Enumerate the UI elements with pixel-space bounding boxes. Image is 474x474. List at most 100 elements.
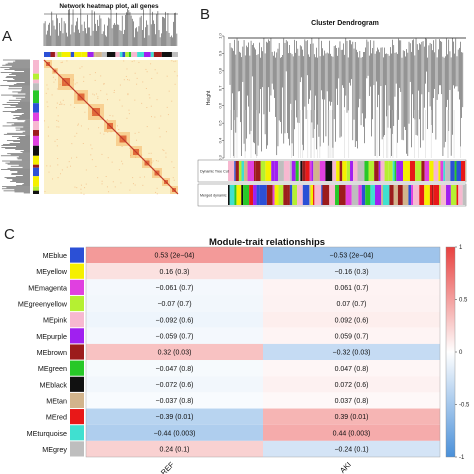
module-label: MEtan [46,396,67,405]
correlation-cell-label: 0.059 (0.7) [335,333,369,340]
module-label: MEblack [39,380,67,389]
correlation-cell-label: −0.059 (0.7) [156,333,194,340]
panel-letter-c: C [4,226,15,243]
correlation-cell-label: −0.037 (0.8) [156,398,194,405]
module-trait-title: Module-trait relationships [208,237,326,248]
module-label: MEgreenyellow [18,300,68,309]
correlation-cell-label: 0.037 (0.8) [335,398,369,405]
module-swatch [70,409,84,425]
colorbar-tick-label: -0.5 [459,403,470,409]
left-module-colorbar [33,60,39,194]
dendrogram-ytick-label: 0.7 [218,85,223,91]
correlation-cell-label: −0.072 (0.6) [156,382,194,389]
module-label: MEgreen [38,364,67,373]
correlation-cell-label: 0.53 (2e−04) [155,253,195,260]
correlation-cell-label: −0.047 (0.8) [156,366,194,373]
correlation-cell-label: 0.061 (0.7) [335,285,369,292]
correlation-cell [86,376,263,393]
correlation-cell [263,343,440,361]
correlation-cell-label: −0.061 (0.7) [156,285,194,292]
correlation-cell [86,343,263,361]
dendrogram-ylabel: Height [206,90,212,105]
module-swatch [70,263,84,279]
module-label: MEyellow [36,267,68,276]
network-heatmap-title: Network heatmap plot, all genes [59,3,159,10]
module-trait-heatmap: MEblue 0.53 (2e−04) −0.53 (2e−04) MEyellow 0… [18,245,470,474]
correlation-cell [86,263,263,280]
module-swatch [70,344,84,360]
correlation-cell [86,424,263,441]
network-heatmap-panel [0,8,179,195]
dendrogram-ytick-label: 1.0 [218,32,223,38]
correlation-cell [263,279,440,296]
module-swatch [70,376,84,392]
module-label: MEturquoise [27,429,67,438]
correlation-cell-label: 0.39 (0.01) [335,414,369,421]
module-color-rows: Dynamic Tree Cut Merged dynamic [197,159,467,207]
module-swatch [70,360,84,376]
module-label: MEmagenta [28,283,67,292]
panel-letter-a: A [2,28,13,45]
dendrogram-ytick-label: 0.9 [218,50,223,56]
module-label: MEpurple [36,332,67,341]
module-swatch [70,247,84,263]
correlation-cell [263,311,440,328]
correlation-cell-label: −0.07 (0.7) [157,301,191,308]
module-swatch [70,441,84,457]
colorbar-tick-label: 1 [459,245,463,251]
correlation-cell-label: −0.44 (0.003) [154,430,196,437]
colorbar [445,246,456,458]
module-label: MEblue [43,251,67,260]
module-label: MEbrown [37,348,67,357]
left-gene-dendrogram [0,59,30,194]
correlation-cell-label: 0.092 (0.6) [335,317,369,324]
module-label: MEpink [43,316,67,325]
correlation-cell-label: −0.16 (0.3) [334,269,368,276]
correlation-cell [263,408,440,425]
correlation-cell-label: −0.53 (2e−04) [330,253,374,260]
correlation-cell-label: 0.44 (0.003) [333,430,371,437]
heatmap-border [85,246,441,458]
merged-dynamic-label: Merged dynamic [200,194,227,198]
module-swatch [70,392,84,409]
correlation-cell-label: 0.047 (0.8) [335,366,369,373]
correlation-cell [86,440,263,457]
correlation-cell [86,327,263,344]
top-module-colorbar [44,52,178,57]
module-label: MEred [46,413,67,422]
correlation-cell-label: −0.092 (0.6) [156,317,194,324]
module-label: MEgrey [42,445,67,454]
correlation-cell [86,295,263,312]
correlation-cell-label: −0.32 (0.03) [333,350,371,357]
dendrogram-ytick-label: 0.5 [218,120,223,126]
trait-column-label: AKI [338,460,353,474]
correlation-cell-label: 0.32 (0.03) [158,350,192,357]
correlation-cell-label: −0.24 (0.1) [334,447,368,454]
correlation-cell [263,360,440,377]
module-swatch [70,312,84,328]
correlation-cell [86,392,263,409]
module-swatch [70,425,84,441]
correlation-cell [86,279,263,296]
correlation-cell-label: 0.07 (0.7) [337,301,367,308]
trait-column-label: REF [159,460,176,474]
correlation-cell-label: 0.16 (0.3) [160,269,190,276]
correlation-cell [263,376,440,393]
correlation-cell [263,295,440,312]
correlation-cell [263,263,440,280]
module-swatch [70,295,84,312]
module-swatch [70,328,84,344]
correlation-cell [263,392,440,409]
top-gene-dendrogram [43,8,178,46]
correlation-cell [263,327,440,344]
correlation-cell-label: 0.072 (0.6) [335,382,369,389]
colorbar-tick-label: 0.5 [459,298,468,304]
correlation-cell [263,247,440,264]
dendrogram-ytick-label: 0.4 [218,137,223,143]
panel-letter-b: B [200,6,211,23]
dendrogram-ytick-label: 0.8 [218,67,223,73]
correlation-cell [86,311,263,328]
heatmap-matrix [43,59,179,195]
colorbar-tick-label: -1 [459,455,465,461]
dendrogram-y-axis: 1.0 0.9 0.8 0.7 0.6 0.5 0.4 0.3 Height [206,32,225,161]
